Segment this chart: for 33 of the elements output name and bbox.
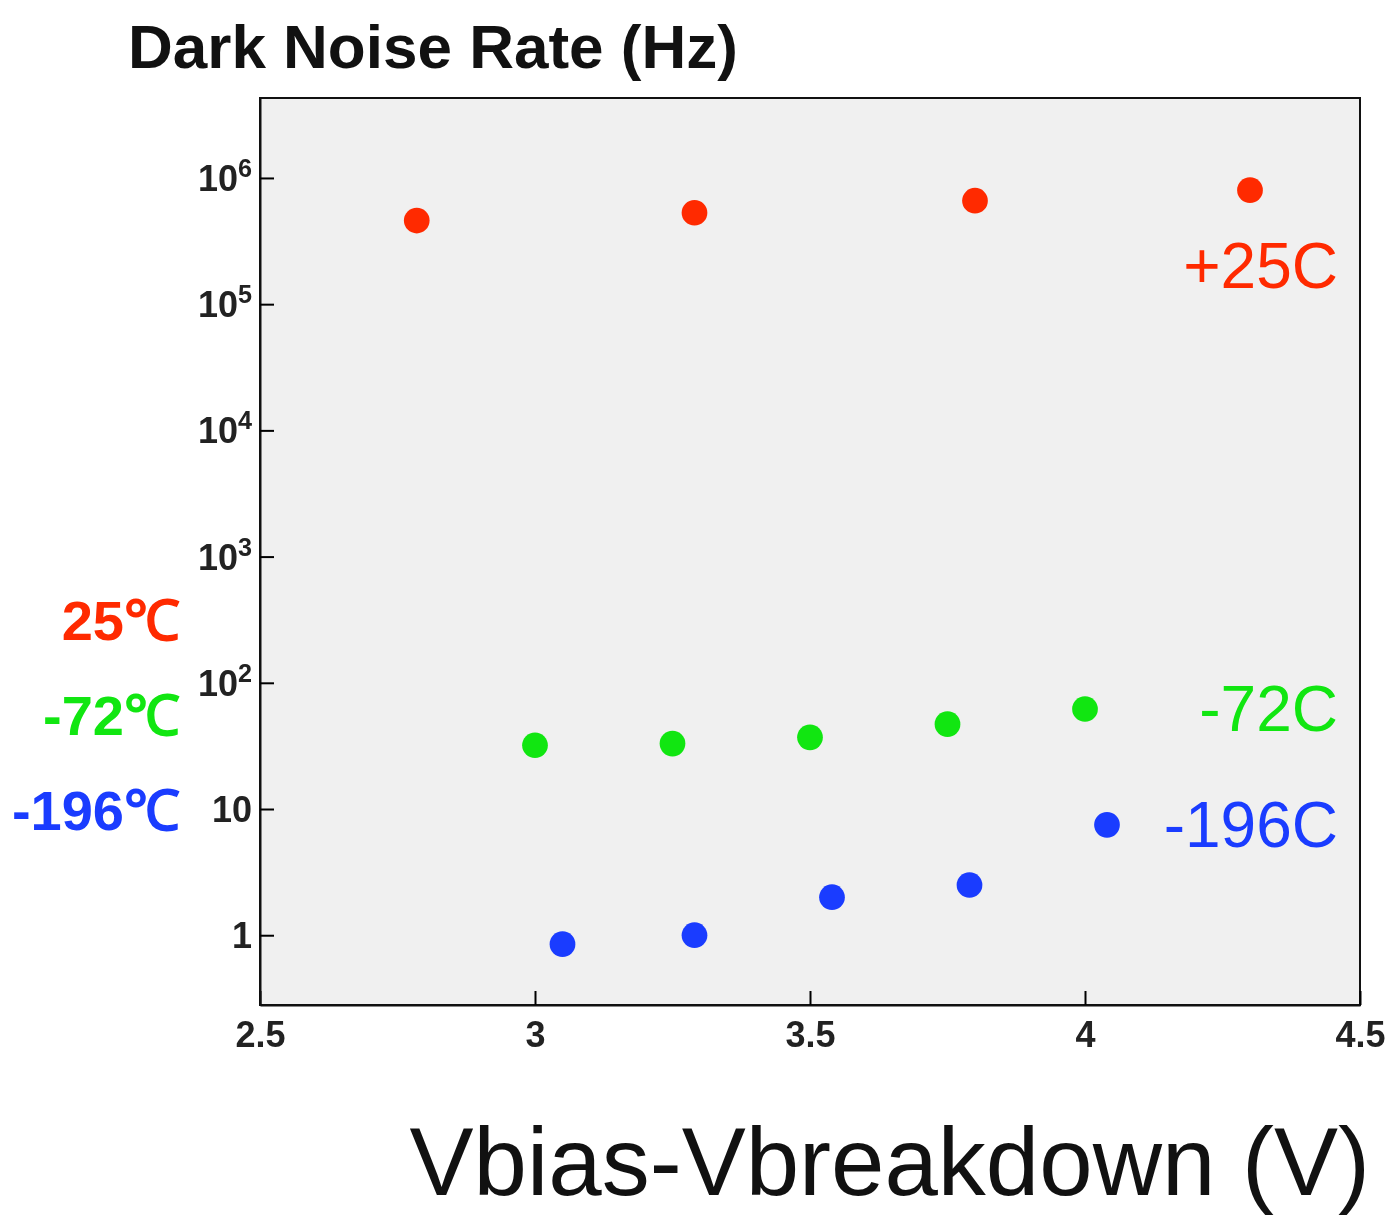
point [681, 922, 708, 949]
y-tick-label: 10 [211, 789, 252, 831]
point [962, 187, 988, 214]
text: -72℃ [43, 684, 180, 747]
point [681, 199, 708, 226]
y-tick-label: 10$^{6}$ [197, 154, 252, 200]
point [1072, 696, 1098, 722]
chart-title: Dark Noise Rate (Hz) [128, 12, 738, 81]
y-tick-label: 10$^{3}$ [197, 532, 252, 578]
y-tick-label: 10$^{2}$ [197, 658, 252, 704]
y-tick-label: 1 [231, 915, 252, 957]
series-label: -196C [1163, 789, 1338, 862]
x-tick-label: 3.5 [785, 1014, 836, 1055]
text: 25℃ [61, 589, 180, 652]
y-tick-label: 10$^{5}$ [197, 280, 252, 326]
point [797, 724, 823, 751]
point [934, 711, 961, 738]
point [956, 872, 983, 898]
point [1237, 177, 1263, 204]
point [659, 730, 686, 757]
series-label: +25C [1183, 229, 1338, 302]
x-tick-label: 4.5 [1335, 1014, 1386, 1055]
y-tick-label: 10$^{4}$ [197, 406, 252, 452]
x-tick-label: 2.5 [235, 1014, 286, 1055]
x-tick-label: 3 [525, 1014, 546, 1055]
point [522, 732, 548, 759]
x-tick-label: 4 [1075, 1014, 1096, 1055]
series-label: -72C [1199, 673, 1338, 746]
point [1094, 811, 1120, 838]
point [549, 931, 576, 957]
point [403, 207, 430, 234]
text: -196℃ [11, 779, 180, 842]
point [819, 884, 845, 911]
